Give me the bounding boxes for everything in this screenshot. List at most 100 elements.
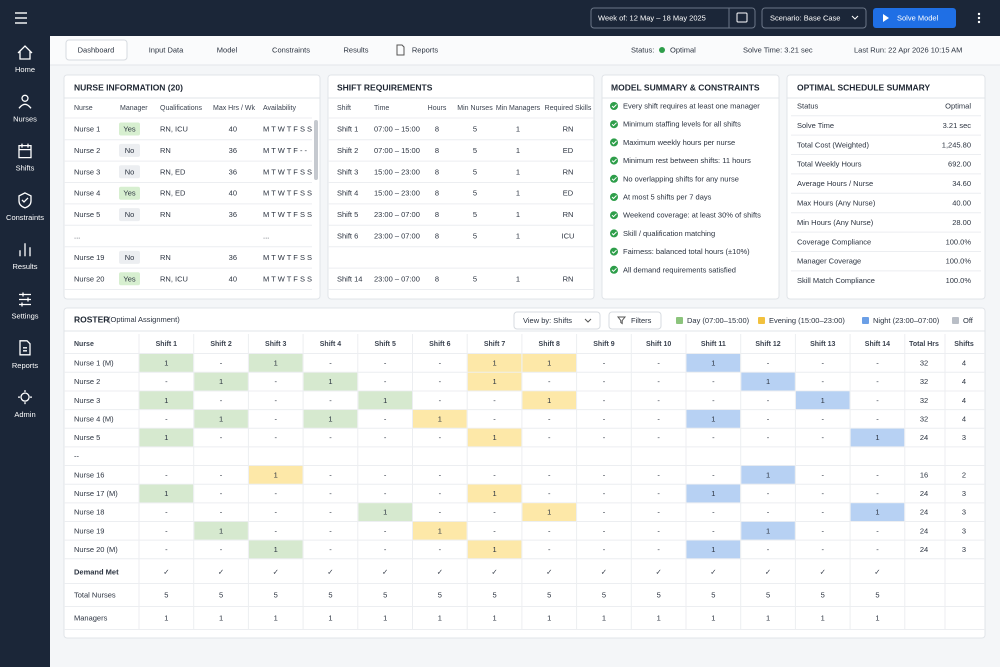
- roster-cell: -: [603, 526, 606, 535]
- nav-icon[interactable]: [18, 143, 32, 159]
- manager-badge: [119, 143, 140, 157]
- summary-value: 40.00: [952, 198, 971, 207]
- summary-cell: 1: [766, 613, 770, 622]
- roster-cell: 1: [219, 526, 223, 535]
- total-hrs: 24: [920, 489, 928, 498]
- roster-cell: -: [822, 358, 825, 367]
- summary-cell: 5: [164, 590, 168, 599]
- summary-cell: ✓: [382, 567, 388, 576]
- nav-icon[interactable]: [18, 192, 32, 209]
- solve-button[interactable]: [873, 8, 956, 28]
- tab[interactable]: Input Data: [149, 45, 184, 54]
- nav-label[interactable]: Results: [12, 262, 37, 271]
- nav-label[interactable]: Shifts: [16, 164, 35, 173]
- roster-cell: -: [657, 489, 660, 498]
- shift-count: 3: [962, 545, 966, 554]
- view-select[interactable]: [513, 311, 601, 330]
- nav-label[interactable]: Nurses: [13, 114, 37, 123]
- scrollbar[interactable]: [314, 120, 318, 180]
- check-icon: [610, 102, 618, 110]
- assignment-cell: [139, 354, 194, 372]
- panel-title: OPTIMAL SCHEDULE SUMMARY: [797, 82, 931, 92]
- shift-count: 4: [962, 358, 966, 367]
- week-picker[interactable]: [590, 7, 756, 29]
- summary-cell: ✓: [820, 567, 826, 576]
- cell: M T W T F S S: [263, 210, 312, 219]
- roster-cell: -: [220, 470, 223, 479]
- week-label[interactable]: Week of: 12 May – 18 May 2025: [598, 13, 706, 22]
- more-icon[interactable]: [977, 12, 981, 24]
- cell: 23:00 – 07:00: [374, 274, 420, 283]
- cell: RN: [160, 146, 171, 155]
- calendar-icon[interactable]: [736, 12, 748, 23]
- nav-label[interactable]: Constraints: [6, 213, 44, 222]
- nav-icon[interactable]: [17, 45, 33, 60]
- cell: 1: [516, 231, 520, 240]
- cell: M T W T F S S: [263, 253, 312, 262]
- column-header: Time: [374, 105, 389, 112]
- menu-icon[interactable]: [15, 12, 27, 24]
- tab[interactable]: Reports: [412, 45, 439, 54]
- summary-cell: ✓: [546, 567, 552, 576]
- tab[interactable]: Model: [217, 45, 238, 54]
- roster-cell: 1: [219, 414, 223, 423]
- roster-cell: -: [822, 414, 825, 423]
- roster-cell: -: [220, 358, 223, 367]
- cell: M T W T F S S: [263, 167, 312, 176]
- filters-label[interactable]: Filters: [631, 316, 652, 325]
- roster-cell: 1: [547, 358, 551, 367]
- sidebar: [0, 36, 50, 667]
- scenario-select[interactable]: [761, 7, 867, 29]
- summary-cell: 1: [875, 613, 879, 622]
- roster-cell: -: [603, 433, 606, 442]
- summary-value: 692.00: [948, 160, 971, 169]
- check-icon: [610, 211, 618, 220]
- legend-swatch: [862, 317, 869, 324]
- tab[interactable]: Dashboard: [78, 45, 115, 54]
- cell: 07:00 – 15:00: [374, 146, 420, 155]
- assignment-cell: [248, 540, 303, 559]
- tab[interactable]: Results: [343, 45, 368, 54]
- cell: Nurse 2: [74, 146, 100, 155]
- roster-cell: -: [384, 545, 387, 554]
- roster-cell: -: [657, 358, 660, 367]
- manager-cell: Yes: [123, 124, 135, 133]
- cell: Shift 1: [337, 124, 358, 133]
- cell: 1: [516, 210, 520, 219]
- nav-icon[interactable]: [19, 292, 31, 307]
- cell: 1: [516, 189, 520, 198]
- shift-count: 3: [962, 526, 966, 535]
- summary-cell: 5: [492, 590, 496, 599]
- nav-icon[interactable]: [18, 94, 32, 109]
- roster-cell: 1: [438, 414, 442, 423]
- nav-label[interactable]: Settings: [11, 311, 38, 320]
- tab[interactable]: Constraints: [272, 45, 310, 54]
- roster-cell: -: [220, 396, 223, 405]
- roster-cell: 1: [875, 508, 879, 517]
- roster-cell: 1: [274, 358, 278, 367]
- roster-cell: 1: [492, 377, 496, 386]
- roster-cell: -: [822, 489, 825, 498]
- summary-cell: ✓: [163, 567, 169, 576]
- roster-cell: -: [767, 414, 770, 423]
- roster-cell: -: [822, 470, 825, 479]
- scenario-label[interactable]: Scenario: Base Case: [770, 13, 840, 22]
- nav-icon[interactable]: [19, 243, 31, 257]
- nav-label[interactable]: Admin: [14, 410, 35, 419]
- roster-cell: 1: [164, 358, 168, 367]
- panel-title: NURSE INFORMATION (20): [74, 82, 183, 92]
- cell: 1: [516, 274, 520, 283]
- roster-cell: -: [384, 526, 387, 535]
- filters-button[interactable]: [608, 311, 662, 330]
- cell: ICU: [562, 231, 575, 240]
- view-label[interactable]: View by: Shifts: [523, 316, 572, 325]
- assignment-cell: [358, 391, 412, 410]
- nav-label[interactable]: Home: [15, 65, 35, 74]
- nav-label[interactable]: Reports: [12, 361, 39, 370]
- roster-cell: -: [329, 358, 332, 367]
- solve-label[interactable]: Solve Model: [897, 13, 939, 22]
- cell: Shift 6: [337, 231, 358, 240]
- nav-icon[interactable]: [18, 390, 32, 405]
- summary-row-label: Managers: [74, 613, 108, 622]
- nav-icon[interactable]: [19, 340, 31, 356]
